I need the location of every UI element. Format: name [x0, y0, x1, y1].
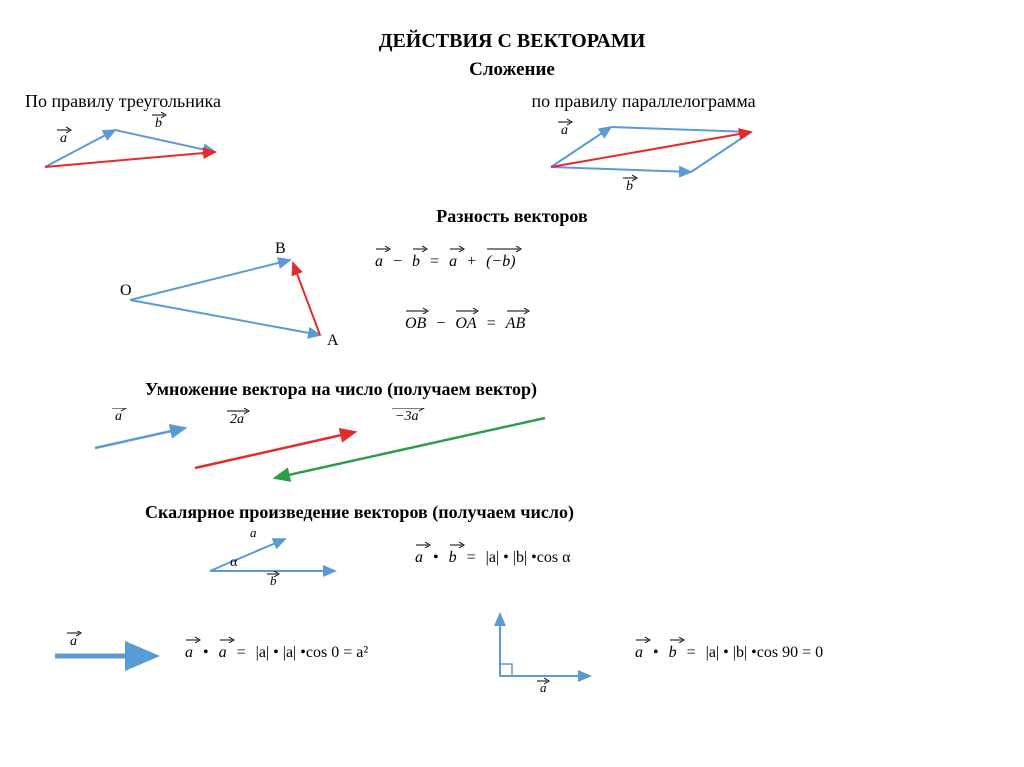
- svg-text:a: a: [250, 531, 257, 540]
- svg-text:2a: 2a: [230, 412, 244, 427]
- triangle-rule-diagram: a b: [25, 112, 245, 182]
- subtraction-eq1: a − b = a + (−b): [375, 253, 516, 271]
- scalar-mult-heading: Умножение вектора на число (получаем век…: [145, 379, 1009, 400]
- subtraction-heading: Разность векторов: [15, 206, 1009, 227]
- page-title: ДЕЙСТВИЯ С ВЕКТОРАМИ: [15, 30, 1009, 53]
- svg-text:α: α: [230, 555, 238, 570]
- dot-eq-self: a • a = |a| • |a| •cos 0 = a²: [185, 644, 368, 662]
- dot-perp-diagram: a: [475, 606, 605, 696]
- svg-text:b: b: [270, 573, 277, 586]
- svg-text:−3a: −3a: [395, 409, 418, 424]
- svg-text:A: A: [327, 332, 339, 349]
- dot-eq-perp: a • b = |a| • |b| •cos 90 = 0: [635, 644, 823, 662]
- addition-heading: Сложение: [15, 59, 1009, 81]
- parallelogram-rule-label: по правилу параллелограмма: [531, 91, 999, 112]
- svg-text:B: B: [275, 240, 286, 257]
- svg-text:O: O: [120, 282, 132, 299]
- subtraction-diagram: O A B: [95, 235, 355, 365]
- triangle-rule-label: По правилу треугольника: [25, 91, 493, 112]
- dot-angle-diagram: α a b: [195, 531, 355, 586]
- parallelogram-rule-diagram: a b: [531, 112, 791, 192]
- svg-text:a: a: [115, 409, 122, 424]
- dot-eq-main: a • b = |a| • |b| •cos α: [415, 549, 570, 567]
- subtraction-eq2: OB − OA = AB: [405, 315, 525, 333]
- svg-text:a: a: [561, 123, 568, 138]
- svg-text:a: a: [70, 634, 77, 649]
- svg-text:b: b: [155, 116, 162, 131]
- scalar-mult-diagram: a 2a −3a: [75, 408, 595, 488]
- dot-product-heading: Скалярное произведение векторов (получае…: [145, 502, 1009, 523]
- svg-text:a: a: [60, 131, 67, 146]
- dot-self-arrow: a: [45, 631, 165, 671]
- svg-text:b: b: [626, 179, 633, 192]
